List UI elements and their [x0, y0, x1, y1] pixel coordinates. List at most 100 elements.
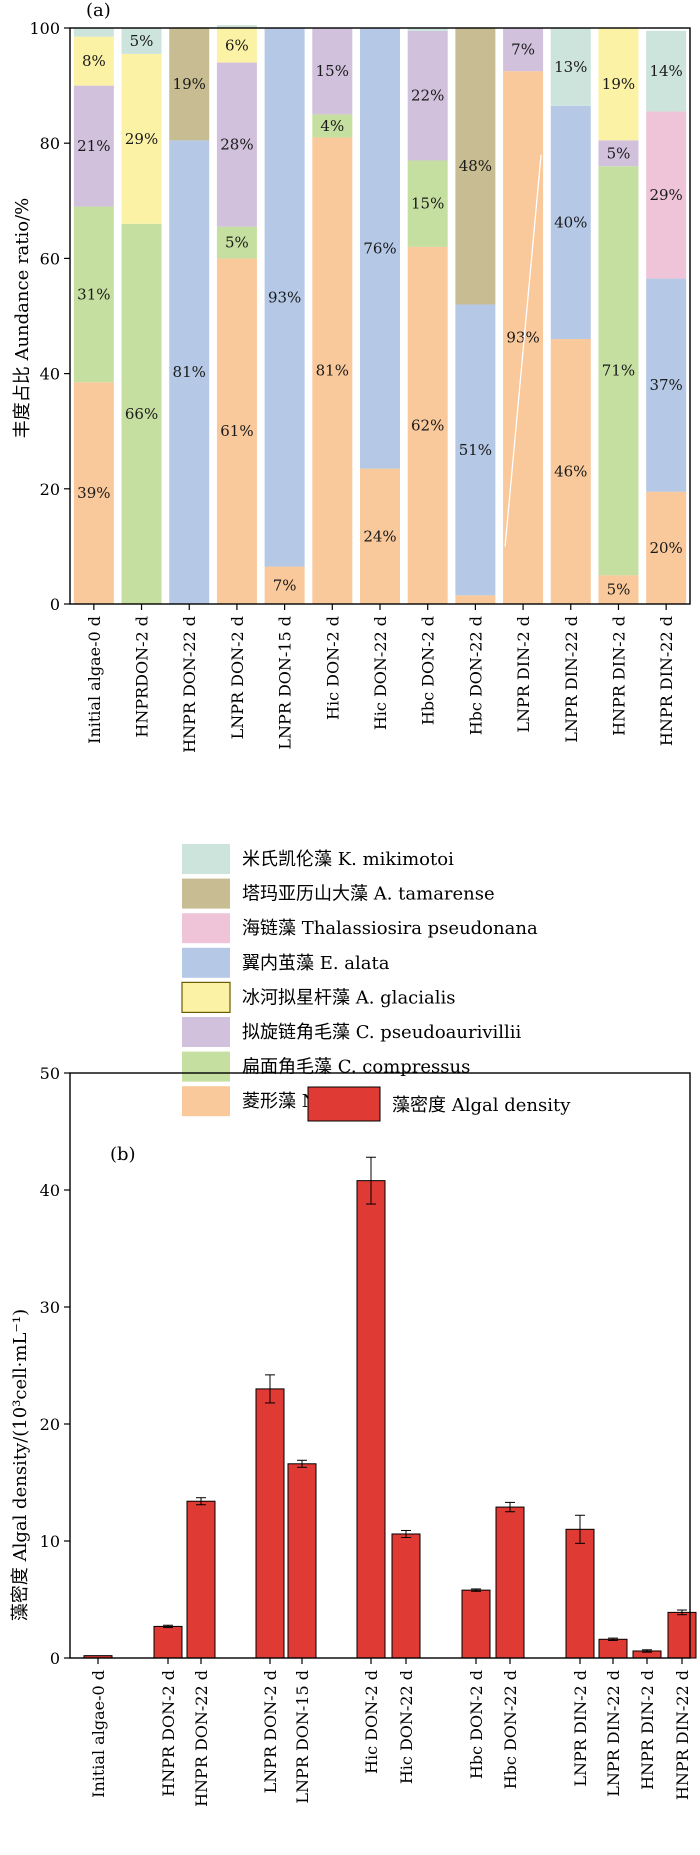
data-label-lnpr-don-15-d-E_alata: 93% — [268, 288, 301, 306]
density-bar-hnpr-don-2-d — [153, 1625, 183, 1659]
legend-swatch-A_glacialis — [181, 981, 231, 1014]
y-tick-label-a: 20 — [40, 480, 60, 499]
data-label-lnpr-don-2-d-N_spp: 61% — [220, 422, 253, 440]
data-label-lnpr-din-2-d-C_pseudoaurivillii: 7% — [511, 41, 535, 59]
bar-segment-hnpr-din-2-d-A_glacialis — [598, 28, 639, 141]
data-label-hbc-don-2-d-C_pseudoaurivillii: 22% — [411, 87, 444, 105]
legend-label-A_glacialis: 冰河拟星杆藻 A. glacialis — [242, 987, 456, 1008]
bar-segment-hnpr-don-22-d-E_alata — [169, 140, 210, 604]
data-label-hnpr-din-2-d-A_glacialis: 19% — [602, 75, 635, 93]
legend-swatch-E_alata — [182, 947, 230, 978]
bar-segment-hbc-don-2-d-N_spp — [407, 246, 448, 604]
x-tick-label-initial-algae-0-d: Initial algae-0 d — [85, 616, 104, 744]
bar-segment-lnpr-don-2-d-C_pseudoaurivillii — [216, 62, 257, 227]
data-label-hic-don-22-d-N_spp: 24% — [363, 527, 396, 545]
y-tick-label-a: 80 — [40, 134, 60, 153]
data-label-lnpr-din-22-d-N_spp: 46% — [554, 463, 587, 481]
bar-segment-lnpr-din-2-d-N_spp — [503, 71, 544, 604]
bar-segment-hic-don-22-d-N_spp — [360, 468, 400, 604]
legend-label-density: 藻密度 Algal density — [392, 1095, 571, 1116]
y-tick-label-a: 40 — [40, 365, 60, 384]
bar-segment-initial-algae-0-d-K_mikimotoi — [73, 28, 114, 37]
data-label-hnpr-don-22-d-A_tamarense: 19% — [173, 75, 206, 93]
y-axis-title-b: 藻密度 Algal density/(10³cell·mL⁻¹) — [10, 1309, 31, 1621]
x-tick-label-hnpr-don-22-d: HNPR DON-22 d — [180, 616, 199, 753]
data-label-initial-algae-0-d-C_pseudoaurivillii: 21% — [77, 137, 110, 155]
density-bar-hic-don-2-d — [356, 1180, 386, 1659]
data-label-lnpr-don-15-d-N_spp: 7% — [273, 576, 297, 594]
y-tick-label-b: 30 — [40, 1298, 60, 1317]
x-tick-label-b-hnpr-don-22-d: HNPR DON-22 d — [192, 1670, 211, 1807]
legend-swatch-C_compressus — [182, 1051, 230, 1082]
data-label-hbc-don-2-d-N_spp: 62% — [411, 416, 444, 434]
bar-segment-hnprdon-2-d-K_mikimotoi — [121, 28, 162, 54]
legend-swatch-density — [307, 1086, 381, 1122]
bar-segment-hic-don-2-d-N_spp — [312, 137, 353, 604]
data-label-lnpr-don-2-d-A_glacialis: 6% — [225, 36, 249, 54]
data-label-hnpr-din-22-d-E_alata: 37% — [649, 376, 682, 394]
data-label-hic-don-2-d-N_spp: 81% — [316, 362, 349, 380]
chart-a: (a) 丰度占比 Aundance ratio/% 39% 31% 21% 8% 66%… — [12, 0, 691, 1117]
data-label-lnpr-don-2-d-C_pseudoaurivillii: 28% — [220, 136, 253, 154]
bar-segment-initial-algae-0-d-C_pseudoaurivillii — [73, 85, 114, 207]
bar-segment-hnprdon-2-d-A_glacialis — [121, 53, 162, 224]
bar-segment-hnpr-din-22-d-E_alata — [646, 278, 687, 492]
legend-swatch-A_tamarense — [182, 878, 230, 909]
bar-segment-hnpr-don-22-d-A_tamarense — [169, 28, 210, 141]
axes-b: 0 10 20 30 40 50 Initial algae-0 d HNPR DON-2 d… — [40, 1064, 692, 1807]
data-label-lnpr-din-2-d-N_spp: 93% — [506, 329, 539, 347]
bar-segment-hnpr-din-2-d-C_compressus — [598, 166, 639, 576]
legend-label-K_mikimotoi: 米氏凯伦藻 K. mikimotoi — [242, 849, 454, 870]
x-tick-label-lnpr-din-2-d: LNPR DIN-2 d — [514, 616, 533, 733]
legend-label-C_pseudoaurivillii: 拟旋链角毛藻 C. pseudoaurivillii — [242, 1022, 522, 1043]
bar-segment-hbc-don-2-d-C_compressus — [407, 160, 448, 247]
data-label-hnpr-din-22-d-K_mikimotoi: 14% — [649, 62, 682, 80]
x-tick-label-b-lnpr-din-22-d: LNPR DIN-22 d — [604, 1670, 623, 1797]
legend-label-A_tamarense: 塔玛亚历山大藻 A. tamarense — [242, 884, 495, 905]
bars-a: 39% 31% 21% 8% 66% 29% 5% 81% 19% 61% 5% 28% 6% 7% 93%… — [73, 25, 687, 604]
legend-swatch-K_mikimotoi — [182, 844, 230, 874]
bar-segment-hnpr-din-2-d-C_pseudoaurivillii — [598, 140, 639, 167]
x-tick-label-hbc-don-2-d: Hbc DON-2 d — [419, 616, 438, 725]
density-bar-lnpr-don-15-d — [287, 1463, 317, 1659]
data-label-hbc-don-22-d-E_alata: 51% — [459, 441, 492, 459]
panel-letter-b: (b) — [110, 1144, 136, 1165]
bar-segment-hbc-don-22-d-N_spp — [455, 595, 496, 604]
density-bar-lnpr-don-2-d — [255, 1388, 285, 1659]
x-tick-label-lnpr-don-2-d: LNPR DON-2 d — [228, 616, 247, 739]
legend-swatch-T_pseudonana — [182, 913, 230, 944]
x-tick-label-b-lnpr-don-2-d: LNPR DON-2 d — [261, 1670, 280, 1793]
legend-swatch-N_spp — [182, 1086, 230, 1117]
density-bar-hic-don-22-d — [391, 1533, 421, 1659]
data-label-hbc-don-2-d-C_compressus: 15% — [411, 195, 444, 213]
data-label-lnpr-din-22-d-E_alata: 40% — [554, 213, 587, 231]
data-label-hnpr-don-22-d-E_alata: 81% — [173, 363, 206, 381]
y-axis-title-a: 丰度占比 Aundance ratio/% — [12, 198, 33, 439]
chart-b: (b) 藻密度 Algal density/(10³cell·mL⁻¹) 0 10… — [10, 1064, 697, 1807]
data-label-hnpr-din-22-d-N_spp: 20% — [649, 539, 682, 557]
bar-segment-lnpr-din-2-d-C_pseudoaurivillii — [503, 28, 544, 72]
legend-swatch-C_pseudoaurivillii — [182, 1017, 230, 1047]
y-tick-label-a: 0 — [50, 595, 60, 614]
bars-b — [83, 1156, 697, 1659]
density-bar-hbc-don-22-d — [495, 1506, 525, 1659]
data-label-hnpr-din-2-d-N_spp: 5% — [607, 581, 631, 599]
data-label-hnpr-din-2-d-C_pseudoaurivillii: 5% — [607, 144, 631, 162]
x-tick-label-b-hnpr-din-22-d: HNPR DIN-22 d — [673, 1670, 692, 1800]
bar-segment-initial-algae-0-d-A_glacialis — [73, 36, 114, 86]
bar-segment-hic-don-22-d-E_alata — [360, 28, 400, 469]
bar-segment-hic-don-2-d-C_pseudoaurivillii — [312, 28, 353, 115]
data-label-hnprdon-2-d-K_mikimotoi: 5% — [130, 32, 154, 50]
y-tick-label-b: 50 — [40, 1064, 60, 1083]
y-tick-label-b: 40 — [40, 1181, 60, 1200]
bar-segment-hnpr-din-22-d-T_pseudonana — [646, 111, 687, 279]
bar-segment-lnpr-din-22-d-N_spp — [550, 339, 591, 604]
x-tick-label-b-hnpr-din-2-d: HNPR DIN-2 d — [638, 1670, 657, 1790]
data-label-hic-don-22-d-E_alata: 76% — [363, 239, 396, 257]
bar-segment-lnpr-din-22-d-E_alata — [550, 105, 591, 340]
x-tick-label-b-lnpr-din-2-d: LNPR DIN-2 d — [571, 1670, 590, 1787]
bar-segment-hbc-don-2-d-K_mikimotoi — [407, 28, 448, 31]
highlight-stroke — [504, 154, 542, 547]
data-label-initial-algae-0-d-N_spp: 39% — [77, 484, 110, 502]
legend-label-E_alata: 翼内茧藻 E. alata — [242, 953, 390, 974]
